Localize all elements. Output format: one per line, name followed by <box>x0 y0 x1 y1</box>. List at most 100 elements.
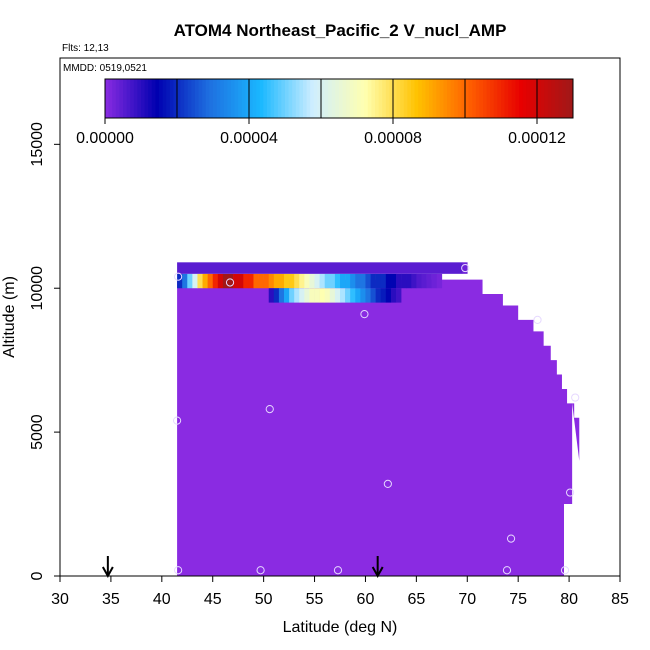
sample-point <box>383 479 392 489</box>
y-tick-label: 0 <box>29 571 46 580</box>
x-tick-label: 30 <box>51 591 69 608</box>
colorbar-step <box>324 79 329 118</box>
heatmap-cell <box>258 273 264 289</box>
colorbar-step <box>357 79 361 118</box>
colorbar-step <box>108 79 113 118</box>
colorbar-step <box>245 79 250 118</box>
heatmap-cell <box>289 288 295 303</box>
colorbar-step <box>295 79 300 118</box>
colorbar-tick-label: 0.00000 <box>76 130 134 147</box>
heatmap-cell <box>238 273 244 289</box>
data-region <box>177 279 580 576</box>
heatmap-cell <box>365 273 371 289</box>
heatmap-cell <box>350 288 356 303</box>
colorbar-step <box>468 79 473 118</box>
x-axis-label: Latitude (deg N) <box>283 619 398 636</box>
colorbar-step <box>511 79 516 118</box>
heatmap-cell <box>273 273 280 289</box>
heatmap-cell <box>411 273 417 289</box>
heatmap-cell <box>340 273 346 289</box>
colorbar-step <box>238 79 243 118</box>
heatmap-cell <box>390 273 397 289</box>
colorbar-step <box>378 79 383 118</box>
sample-point <box>571 393 580 402</box>
colorbar-step <box>184 79 189 118</box>
colorbar-step <box>432 79 437 118</box>
heatmap-cell <box>278 273 285 289</box>
heatmap-cell <box>294 288 300 303</box>
heatmap-cell <box>355 288 361 303</box>
heatmap-cell <box>324 273 331 289</box>
heatmap-cell <box>299 288 305 303</box>
heatmap-cell <box>329 288 336 303</box>
sample-point <box>461 263 470 273</box>
colorbar-step <box>562 79 567 118</box>
heatmap-cell <box>385 288 392 303</box>
heatmap-cell <box>289 273 295 289</box>
colorbar-step <box>130 79 135 118</box>
sample-point <box>566 488 575 497</box>
heatmap-cell <box>365 288 371 303</box>
chart-title: ATOM4 Northeast_Pacific_2 V_nucl_AMP <box>174 21 507 40</box>
colorbar-step <box>310 79 315 118</box>
sample-point <box>172 416 182 425</box>
colorbar-step <box>349 79 354 118</box>
colorbar-step <box>382 79 387 118</box>
colorbar-step <box>177 79 181 118</box>
colorbar-step <box>504 79 509 118</box>
colorbar-step <box>205 79 210 118</box>
sample-point <box>174 272 183 281</box>
heatmap-cell <box>380 273 387 289</box>
colorbar-step <box>321 79 325 118</box>
colorbar-step <box>187 79 192 118</box>
colorbar-step <box>151 79 156 118</box>
colorbar-step <box>375 79 379 118</box>
colorbar-step <box>270 79 275 118</box>
heatmap-cell <box>304 273 310 289</box>
colorbar-step <box>162 79 167 118</box>
colorbar-step <box>367 79 372 118</box>
colorbar-step <box>274 79 279 118</box>
flights-label: Flts: 12,13 <box>62 43 109 54</box>
x-tick-label: 35 <box>102 591 120 608</box>
colorbar-step <box>425 79 430 118</box>
x-tick-label: 85 <box>611 591 629 608</box>
heatmap-cell <box>375 273 382 289</box>
heatmap-cell <box>345 273 351 289</box>
sample-point <box>506 534 516 543</box>
colorbar-step <box>198 79 203 118</box>
colorbar-step <box>540 79 545 118</box>
heatmap-cell <box>370 273 376 289</box>
colorbar-step <box>328 79 333 118</box>
colorbar-step <box>411 79 415 118</box>
colorbar-step <box>457 79 462 118</box>
colorbar-step <box>220 79 225 118</box>
colorbar-step <box>209 79 214 118</box>
colorbar-step <box>565 79 570 118</box>
colorbar-step <box>180 79 185 118</box>
colorbar-step <box>234 79 239 118</box>
colorbar-step <box>119 79 124 118</box>
colorbar-step <box>483 79 487 118</box>
colorbar-step <box>389 79 394 118</box>
colorbar-step <box>526 79 531 118</box>
colorbar-step <box>317 79 322 118</box>
heatmap-cell <box>309 273 315 289</box>
colorbar-step <box>493 79 498 118</box>
colorbar-step <box>342 79 347 118</box>
sample-point <box>533 315 542 324</box>
colorbar-step <box>486 79 491 118</box>
heatmap-cell <box>299 273 305 289</box>
sample-point <box>502 566 512 575</box>
colorbar-step <box>450 79 455 118</box>
heatmap-cell <box>319 288 326 303</box>
colorbar-step <box>414 79 419 118</box>
sample-point <box>225 278 235 287</box>
heatmap-cell <box>345 288 351 303</box>
colorbar-step <box>479 79 484 118</box>
colorbar-step <box>115 79 120 118</box>
y-tick-label: 15000 <box>29 122 46 167</box>
colorbar-step <box>285 79 289 118</box>
y-axis-label: Altitude (m) <box>1 276 18 358</box>
heatmap-cell <box>431 273 438 289</box>
